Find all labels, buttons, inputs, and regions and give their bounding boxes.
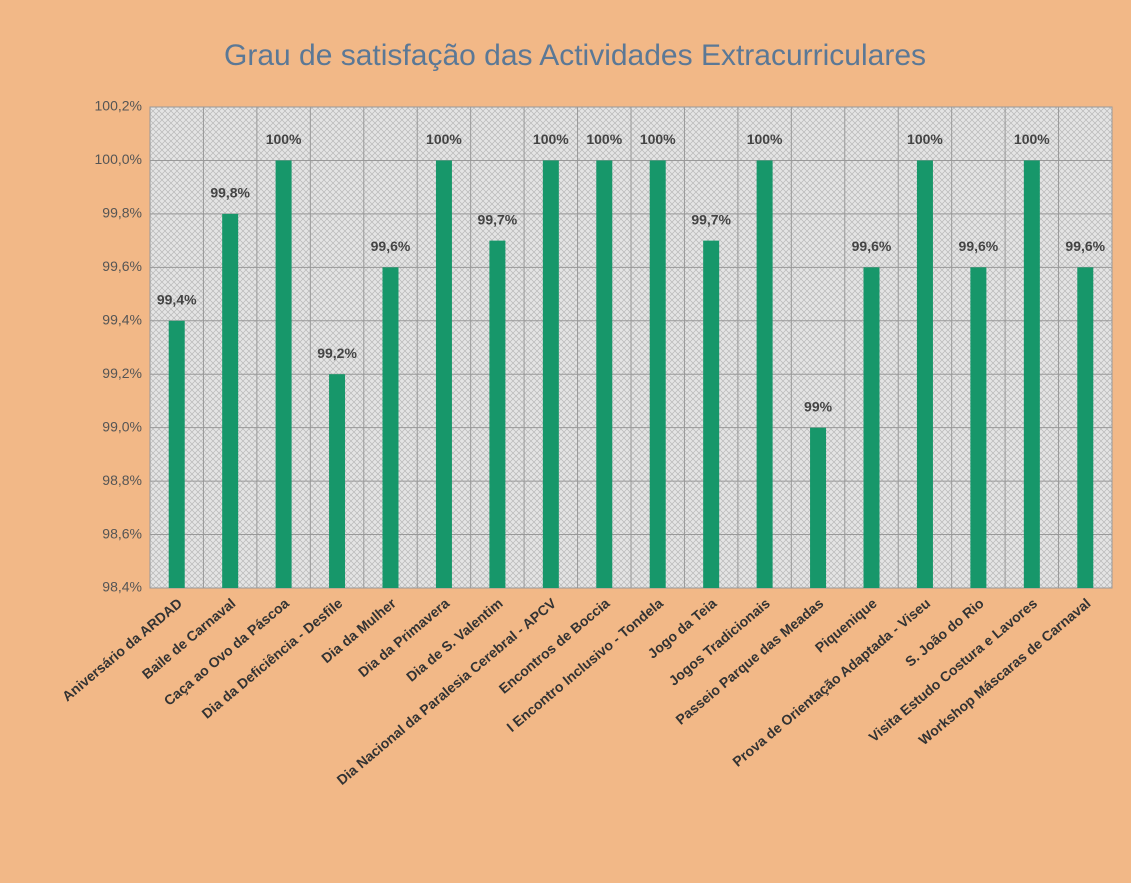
value-label: 100% xyxy=(907,131,943,147)
bar xyxy=(542,160,559,588)
value-label: 99,2% xyxy=(317,345,357,361)
bar xyxy=(649,160,666,588)
x-tick-label: Dia da Primavera xyxy=(355,595,452,680)
y-tick-label: 98,4% xyxy=(102,579,142,595)
y-tick-label: 98,6% xyxy=(102,525,142,541)
value-label: 99,7% xyxy=(478,211,518,227)
x-tick-label: Dia de S. Valentim xyxy=(403,595,506,685)
bar xyxy=(1077,267,1094,588)
value-label: 99,7% xyxy=(691,211,731,227)
bar xyxy=(329,374,346,588)
bar xyxy=(916,160,933,588)
y-tick-label: 100,2% xyxy=(95,98,142,114)
value-label: 99% xyxy=(804,398,833,414)
value-label: 100% xyxy=(266,131,302,147)
bar xyxy=(435,160,452,588)
y-tick-label: 99,4% xyxy=(102,311,142,327)
bar xyxy=(810,427,827,588)
bar xyxy=(1023,160,1040,588)
bar xyxy=(489,240,506,588)
bar xyxy=(382,267,399,588)
y-tick-label: 99,2% xyxy=(102,365,142,381)
value-label: 99,6% xyxy=(371,238,411,254)
value-label: 99,8% xyxy=(210,185,250,201)
y-tick-label: 98,8% xyxy=(102,472,142,488)
x-tick-label: Baile de Carnaval xyxy=(139,595,239,682)
bar xyxy=(703,240,720,588)
y-tick-label: 100,0% xyxy=(95,151,142,167)
value-label: 100% xyxy=(586,131,622,147)
y-tick-label: 99,8% xyxy=(102,205,142,221)
value-label: 100% xyxy=(1014,131,1050,147)
bar xyxy=(863,267,880,588)
value-label: 99,4% xyxy=(157,291,197,307)
bar xyxy=(275,160,292,588)
value-label: 100% xyxy=(533,131,569,147)
bar xyxy=(970,267,987,588)
x-tick-label: Prova de Orientação Adaptada - Viseu xyxy=(729,595,933,770)
y-tick-label: 99,6% xyxy=(102,258,142,274)
bar xyxy=(596,160,613,588)
value-label: 99,6% xyxy=(959,238,999,254)
bar xyxy=(222,213,239,588)
value-label: 100% xyxy=(426,131,462,147)
y-tick-label: 99,0% xyxy=(102,418,142,434)
bar xyxy=(756,160,773,588)
bar xyxy=(168,320,185,588)
x-tick-label: Jogos Tradicionais xyxy=(665,595,773,689)
value-label: 100% xyxy=(640,131,676,147)
chart-title: Grau de satisfação das Actividades Extra… xyxy=(224,39,926,72)
value-label: 99,6% xyxy=(852,238,892,254)
value-label: 99,6% xyxy=(1065,238,1105,254)
value-label: 100% xyxy=(747,131,783,147)
